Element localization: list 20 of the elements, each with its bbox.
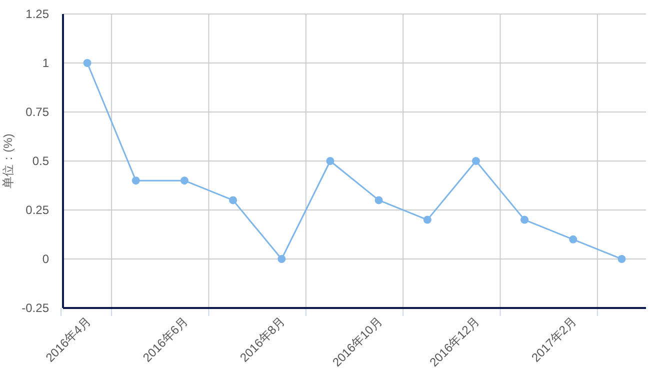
y-tick-label: -0.25 <box>22 301 50 315</box>
point <box>132 176 140 185</box>
point <box>83 59 92 67</box>
point <box>472 157 480 165</box>
point <box>618 255 626 263</box>
y-tick-label: 0.5 <box>32 154 50 168</box>
y-tick-label: 0.75 <box>26 105 50 119</box>
y-axis-title: 单位：(%) <box>1 134 15 188</box>
y-tick-label: 1 <box>42 56 50 70</box>
point <box>569 235 578 244</box>
point <box>374 196 383 204</box>
point <box>423 216 432 224</box>
y-tick-label: 0 <box>42 252 50 266</box>
y-tick-label: 1.25 <box>26 7 50 21</box>
point <box>229 196 238 204</box>
point <box>326 157 334 165</box>
point <box>520 216 529 224</box>
point <box>278 255 286 263</box>
y-tick-label: 0.25 <box>26 203 50 217</box>
point <box>180 176 188 185</box>
